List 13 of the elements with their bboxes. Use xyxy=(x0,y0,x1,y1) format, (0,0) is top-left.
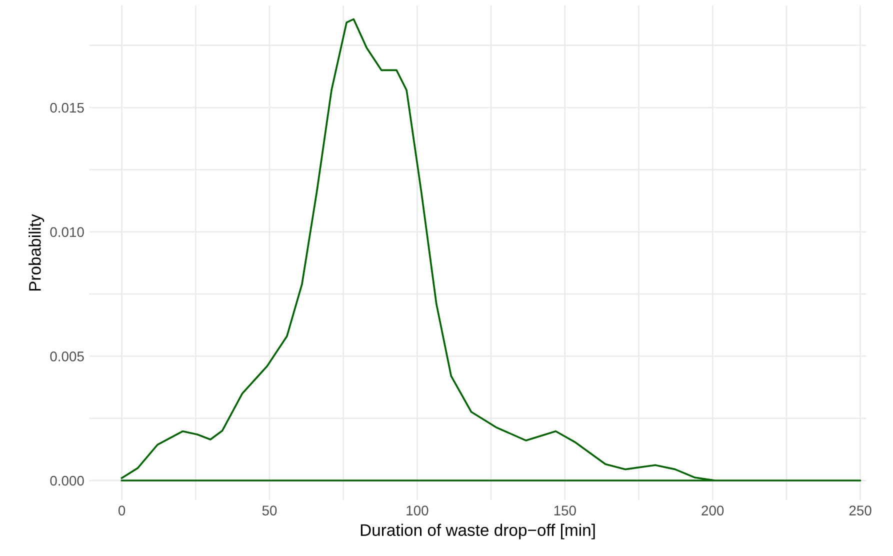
x-axis-title: Duration of waste drop−off [min] xyxy=(360,524,595,540)
x-tick-label: 0 xyxy=(118,506,126,516)
x-tick-label: 150 xyxy=(554,506,576,516)
y-tick-label: 0.015 xyxy=(50,102,84,113)
x-tick-label: 250 xyxy=(849,506,872,516)
y-tick-label: 0.005 xyxy=(50,352,84,362)
x-tick-label: 100 xyxy=(406,506,428,516)
x-tick-label: 200 xyxy=(702,506,724,516)
y-tick-label: 0.010 xyxy=(50,227,84,238)
x-tick-label: 50 xyxy=(262,506,277,516)
y-tick-label: 0.000 xyxy=(50,476,84,486)
y-axis-title: Probability xyxy=(28,214,44,291)
line-series xyxy=(120,18,862,482)
